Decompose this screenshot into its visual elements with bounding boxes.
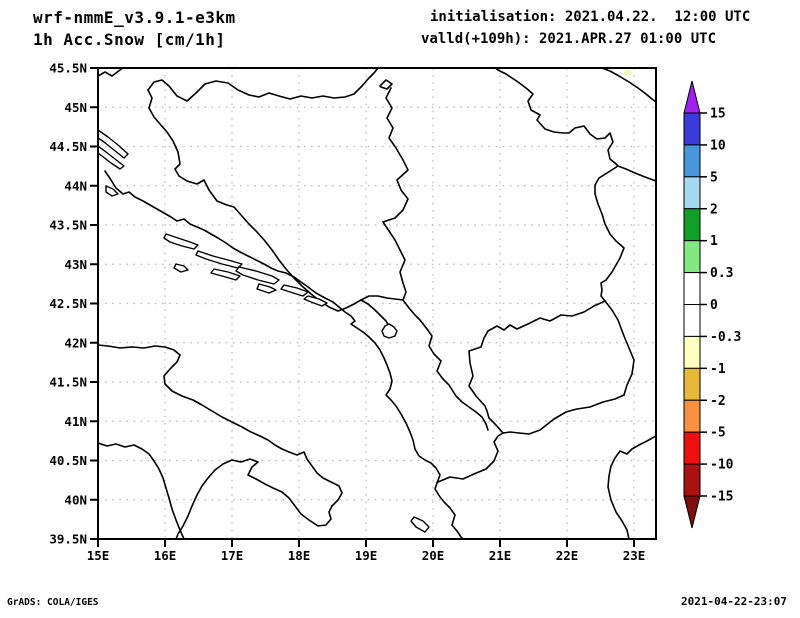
island-outline — [256, 283, 277, 294]
colorbar-tick-label: 5 — [710, 170, 718, 185]
lat-tick-label: 42N — [64, 335, 87, 350]
map-outline — [147, 68, 379, 102]
initialisation-label: initialisation: 2021.04.22. 12:00 UTC — [430, 9, 751, 25]
map-outline — [601, 68, 656, 103]
valid-time-label: valld(+109h): 2021.APR.27 01:00 UTC — [421, 31, 717, 47]
colorbar-tick-label: -10 — [710, 458, 734, 473]
map-outline — [502, 394, 625, 435]
colorbar-segment — [683, 112, 701, 146]
island-outline — [173, 263, 189, 273]
lon-tick-label: 20E — [422, 548, 445, 563]
lat-tick-label: 41N — [64, 414, 87, 429]
colorbar: 15 10 5 2 1 0.3 0 -0.3 -1 -2 -5 -10 -15 — [683, 80, 741, 529]
creation-timestamp: 2021-04-22-23:07 — [681, 595, 787, 608]
island-outline — [105, 185, 119, 197]
map-outline — [437, 432, 504, 483]
island-outline — [210, 268, 241, 281]
colorbar-tick-label: 0.3 — [710, 266, 733, 281]
map-outline — [382, 87, 409, 301]
map-outline — [402, 299, 489, 431]
lat-tick-label: 43.5N — [49, 218, 87, 233]
island-outline — [195, 250, 243, 269]
map-outline — [379, 79, 393, 90]
colorbar-tick-label: -2 — [710, 394, 726, 409]
map-outline — [604, 300, 635, 396]
colorbar-tick-label: -15 — [710, 490, 733, 505]
lat-tick-label: 39.5N — [49, 532, 87, 547]
island-outline — [280, 284, 309, 297]
island-outline — [235, 266, 280, 285]
map-outline — [594, 165, 625, 302]
snow-field-patch — [624, 69, 632, 77]
axis-ticks-and-labels: 45.5N 45N 44.5N 44N 43.5N 43N 42.5N 42N 41.5N 41N… — [49, 61, 645, 564]
map-outline — [607, 435, 656, 539]
colorbar-tick-label: -1 — [710, 362, 726, 377]
lon-tick-label: 17E — [221, 548, 244, 563]
lon-tick-label: 23E — [623, 548, 646, 563]
colorbar-tick-label: 1 — [710, 234, 718, 249]
lat-tick-label: 40N — [64, 492, 87, 507]
colorbar-segment — [683, 208, 701, 242]
lat-tick-label: 44N — [64, 178, 87, 193]
island-outline — [98, 145, 125, 170]
grid-lines — [98, 68, 656, 539]
map-outline — [147, 89, 339, 312]
map-outline — [360, 299, 390, 327]
colorbar-segment — [683, 463, 701, 497]
lon-tick-label: 18E — [288, 548, 311, 563]
map-outline — [98, 442, 185, 539]
lat-tick-label: 45.5N — [49, 61, 87, 76]
lon-tick-label: 19E — [355, 548, 378, 563]
colorbar-segment — [683, 304, 701, 337]
colorbar-tick-label: -0.3 — [710, 330, 741, 345]
map-outline — [337, 295, 404, 312]
colorbar-segment — [683, 367, 701, 401]
colorbar-segment — [683, 176, 701, 210]
lat-tick-label: 41.5N — [49, 375, 87, 390]
lat-tick-label: 42.5N — [49, 296, 87, 311]
coastlines-and-borders — [98, 68, 656, 539]
colorbar-arrow-top — [683, 80, 701, 114]
lat-tick-label: 40.5N — [49, 453, 87, 468]
map-outline — [494, 68, 656, 182]
colorbar-tick-label: -5 — [710, 426, 726, 441]
map-outline — [487, 300, 606, 332]
colorbar-segment — [683, 399, 701, 433]
colorbar-segment — [683, 272, 701, 306]
colorbar-arrow-bottom — [683, 495, 701, 529]
island-outline — [163, 233, 199, 250]
colorbar-tick-label: 15 — [710, 107, 726, 122]
product-title: 1h Acc.Snow [cm/1h] — [33, 30, 226, 49]
island-outline — [381, 323, 398, 339]
island-outline — [303, 295, 328, 307]
lon-tick-label: 16E — [154, 548, 177, 563]
lon-tick-label: 22E — [556, 548, 579, 563]
colorbar-tick-label: 2 — [710, 202, 718, 217]
colorbar-segment — [683, 240, 701, 274]
lat-tick-label: 44.5N — [49, 139, 87, 154]
map-frame — [97, 67, 657, 540]
colorbar-tick-label: 10 — [710, 138, 726, 153]
lat-tick-label: 43N — [64, 257, 87, 272]
lon-tick-label: 15E — [87, 548, 110, 563]
island-outline — [98, 129, 129, 159]
colorbar-tick-label: 0 — [710, 298, 718, 313]
lat-tick-label: 45N — [64, 100, 87, 115]
lon-tick-label: 21E — [489, 548, 512, 563]
map-outline — [98, 344, 343, 539]
colorbar-segment — [683, 431, 701, 465]
colorbar-segment — [683, 144, 701, 178]
map-outline — [104, 170, 464, 539]
colorbar-segment — [683, 335, 701, 369]
snow-data-marks — [624, 69, 632, 77]
map-outline — [468, 330, 504, 434]
model-title: wrf-nmmE_v3.9.1-e3km — [33, 8, 236, 27]
island-outline — [410, 516, 430, 533]
grads-credit: GrADS: COLA/IGES — [7, 597, 99, 608]
